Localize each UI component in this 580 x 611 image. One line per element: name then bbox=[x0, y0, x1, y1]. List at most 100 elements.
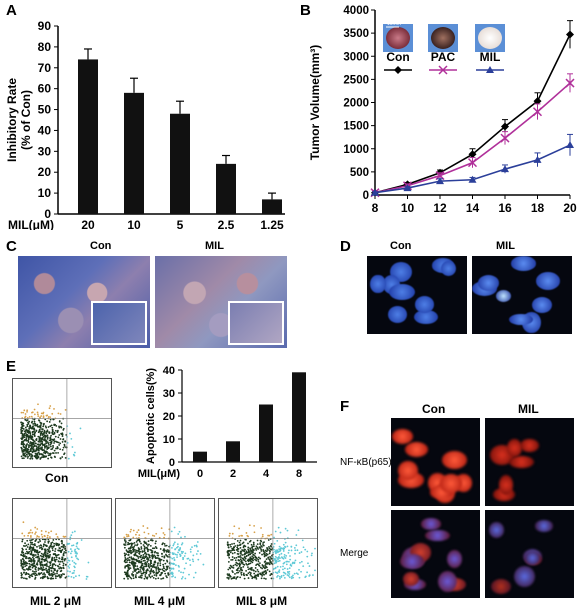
point bbox=[533, 97, 542, 106]
point bbox=[501, 165, 509, 173]
x-tick-label: 10 bbox=[401, 201, 415, 215]
x-tick-label: 2 bbox=[230, 468, 236, 480]
y-tick-label: 20 bbox=[38, 165, 52, 179]
x-axis-label: MIL(μM) bbox=[138, 468, 180, 480]
flow-title-mil-2: MIL 2 μM bbox=[30, 594, 82, 608]
point bbox=[467, 158, 478, 168]
legend-marker bbox=[486, 66, 494, 73]
x-tick-label: 12 bbox=[433, 201, 447, 215]
panel-letter-a: A bbox=[6, 2, 17, 19]
y-tick-label: 40 bbox=[163, 365, 175, 377]
x-axis-label: MIL(μM) bbox=[8, 218, 54, 230]
point bbox=[565, 78, 575, 88]
x-tick-label: 20 bbox=[563, 201, 577, 215]
y-tick-label: 500 bbox=[350, 167, 369, 179]
y-tick-label: 60 bbox=[38, 82, 52, 96]
bar bbox=[292, 372, 306, 462]
bar bbox=[259, 404, 273, 462]
y-tick-label: 1000 bbox=[343, 144, 369, 156]
chart-a-inhibitory-rate: 0 10 20 30 40 50 60 70 80 90 Inhibitory Rate(% of … bbox=[5, 19, 285, 230]
nfkb-mil-image bbox=[485, 418, 574, 506]
point bbox=[436, 177, 444, 185]
legend-marker bbox=[394, 66, 402, 74]
legend-label: Con bbox=[386, 50, 409, 64]
flow-plot-mil-2 bbox=[12, 498, 112, 588]
scale-bar-label: 10mm bbox=[387, 21, 401, 27]
bar bbox=[170, 113, 190, 214]
flow-title-mil-8: MIL 8 μM bbox=[236, 594, 288, 608]
flow-plot-mil-4 bbox=[115, 498, 215, 588]
y-tick-label: 10 bbox=[163, 434, 175, 446]
y-tick-label: 80 bbox=[38, 40, 52, 54]
panel-c-con-label: Con bbox=[90, 240, 112, 252]
y-tick-label: 30 bbox=[38, 144, 52, 158]
point bbox=[468, 150, 477, 159]
y-axis-label: Inhibitory Rate(% of Con) bbox=[5, 78, 33, 162]
y-tick-label: 4000 bbox=[343, 5, 369, 17]
flow-plot-mil-8 bbox=[218, 498, 318, 588]
panel-f-row2-label: Merge bbox=[340, 548, 369, 559]
point bbox=[435, 171, 445, 181]
point bbox=[532, 107, 543, 117]
chart-e-apoptotic-cells: 0 10 20 30 40 Apoptotic cells(%) 0 2 4 8 MIL(μM) bbox=[138, 365, 317, 480]
x-tick-label: 8 bbox=[296, 468, 302, 480]
panel-f-con-label: Con bbox=[422, 402, 446, 416]
histology-con-image bbox=[18, 256, 150, 348]
panel-letter-e: E bbox=[6, 358, 17, 375]
y-tick-label: 70 bbox=[38, 61, 52, 75]
panel-letter-b: B bbox=[300, 2, 311, 19]
legend-label: MIL bbox=[480, 50, 501, 64]
flow-title-con: Con bbox=[45, 471, 69, 485]
y-tick-label: 1500 bbox=[343, 121, 369, 133]
tumor-photo bbox=[431, 27, 455, 49]
y-tick-label: 20 bbox=[163, 411, 175, 423]
y-tick-label: 3000 bbox=[343, 51, 369, 63]
merge-con-image bbox=[391, 510, 480, 598]
panel-f-row1-label: NF-κB(p65) bbox=[340, 457, 392, 468]
legend-marker bbox=[438, 65, 448, 75]
x-tick-label: 0 bbox=[197, 468, 203, 480]
legend-label: PAC bbox=[431, 50, 456, 64]
chart-b-tumor-volume: 0 500 1000 1500 2000 2500 3000 3500 4000 8 10 12 14 1… bbox=[308, 5, 577, 215]
tumor-photo bbox=[386, 27, 410, 49]
point bbox=[468, 175, 477, 183]
flow-scatter bbox=[13, 499, 111, 587]
y-tick-label: 10 bbox=[38, 186, 52, 200]
nfkb-con-image bbox=[391, 418, 480, 506]
y-tick-label: 0 bbox=[169, 457, 175, 469]
tumor-photo bbox=[478, 27, 502, 49]
panel-f-mil-label: MIL bbox=[518, 402, 539, 416]
panel-letter-f: F bbox=[340, 398, 350, 415]
panel-letter-d: D bbox=[340, 238, 351, 255]
point bbox=[566, 30, 574, 39]
bar bbox=[193, 451, 207, 462]
y-tick-label: 0 bbox=[44, 207, 51, 221]
y-tick-label: 3500 bbox=[343, 28, 369, 40]
x-tick-label: 20 bbox=[81, 218, 95, 230]
x-tick-label: 2.5 bbox=[218, 218, 235, 230]
bar bbox=[124, 92, 144, 214]
x-tick-label: 1.25 bbox=[260, 218, 284, 230]
y-tick-label: 30 bbox=[163, 388, 175, 400]
point bbox=[500, 133, 510, 143]
y-tick-label: 2500 bbox=[343, 74, 369, 86]
nuclei-con-image bbox=[367, 256, 467, 334]
y-tick-label: 90 bbox=[38, 19, 52, 33]
flow-scatter bbox=[219, 499, 317, 587]
y-tick-label: 40 bbox=[38, 123, 52, 137]
x-tick-label: 10 bbox=[127, 218, 141, 230]
flow-scatter bbox=[13, 379, 111, 467]
bar bbox=[262, 199, 282, 214]
x-tick-label: 4 bbox=[263, 468, 270, 480]
y-axis-label: Tumor Volume(mm³) bbox=[308, 45, 322, 161]
x-tick-label: 8 bbox=[372, 201, 379, 215]
panel-c-mil-label: MIL bbox=[205, 240, 224, 252]
histology-mil-image bbox=[155, 256, 287, 348]
y-tick-label: 2000 bbox=[343, 98, 369, 110]
x-tick-label: 16 bbox=[498, 201, 512, 215]
y-axis-label: Apoptotic cells(%) bbox=[145, 368, 157, 464]
y-tick-label: 50 bbox=[38, 103, 52, 117]
flow-plot-con bbox=[12, 378, 112, 468]
point bbox=[533, 155, 542, 163]
x-tick-label: 18 bbox=[531, 201, 545, 215]
